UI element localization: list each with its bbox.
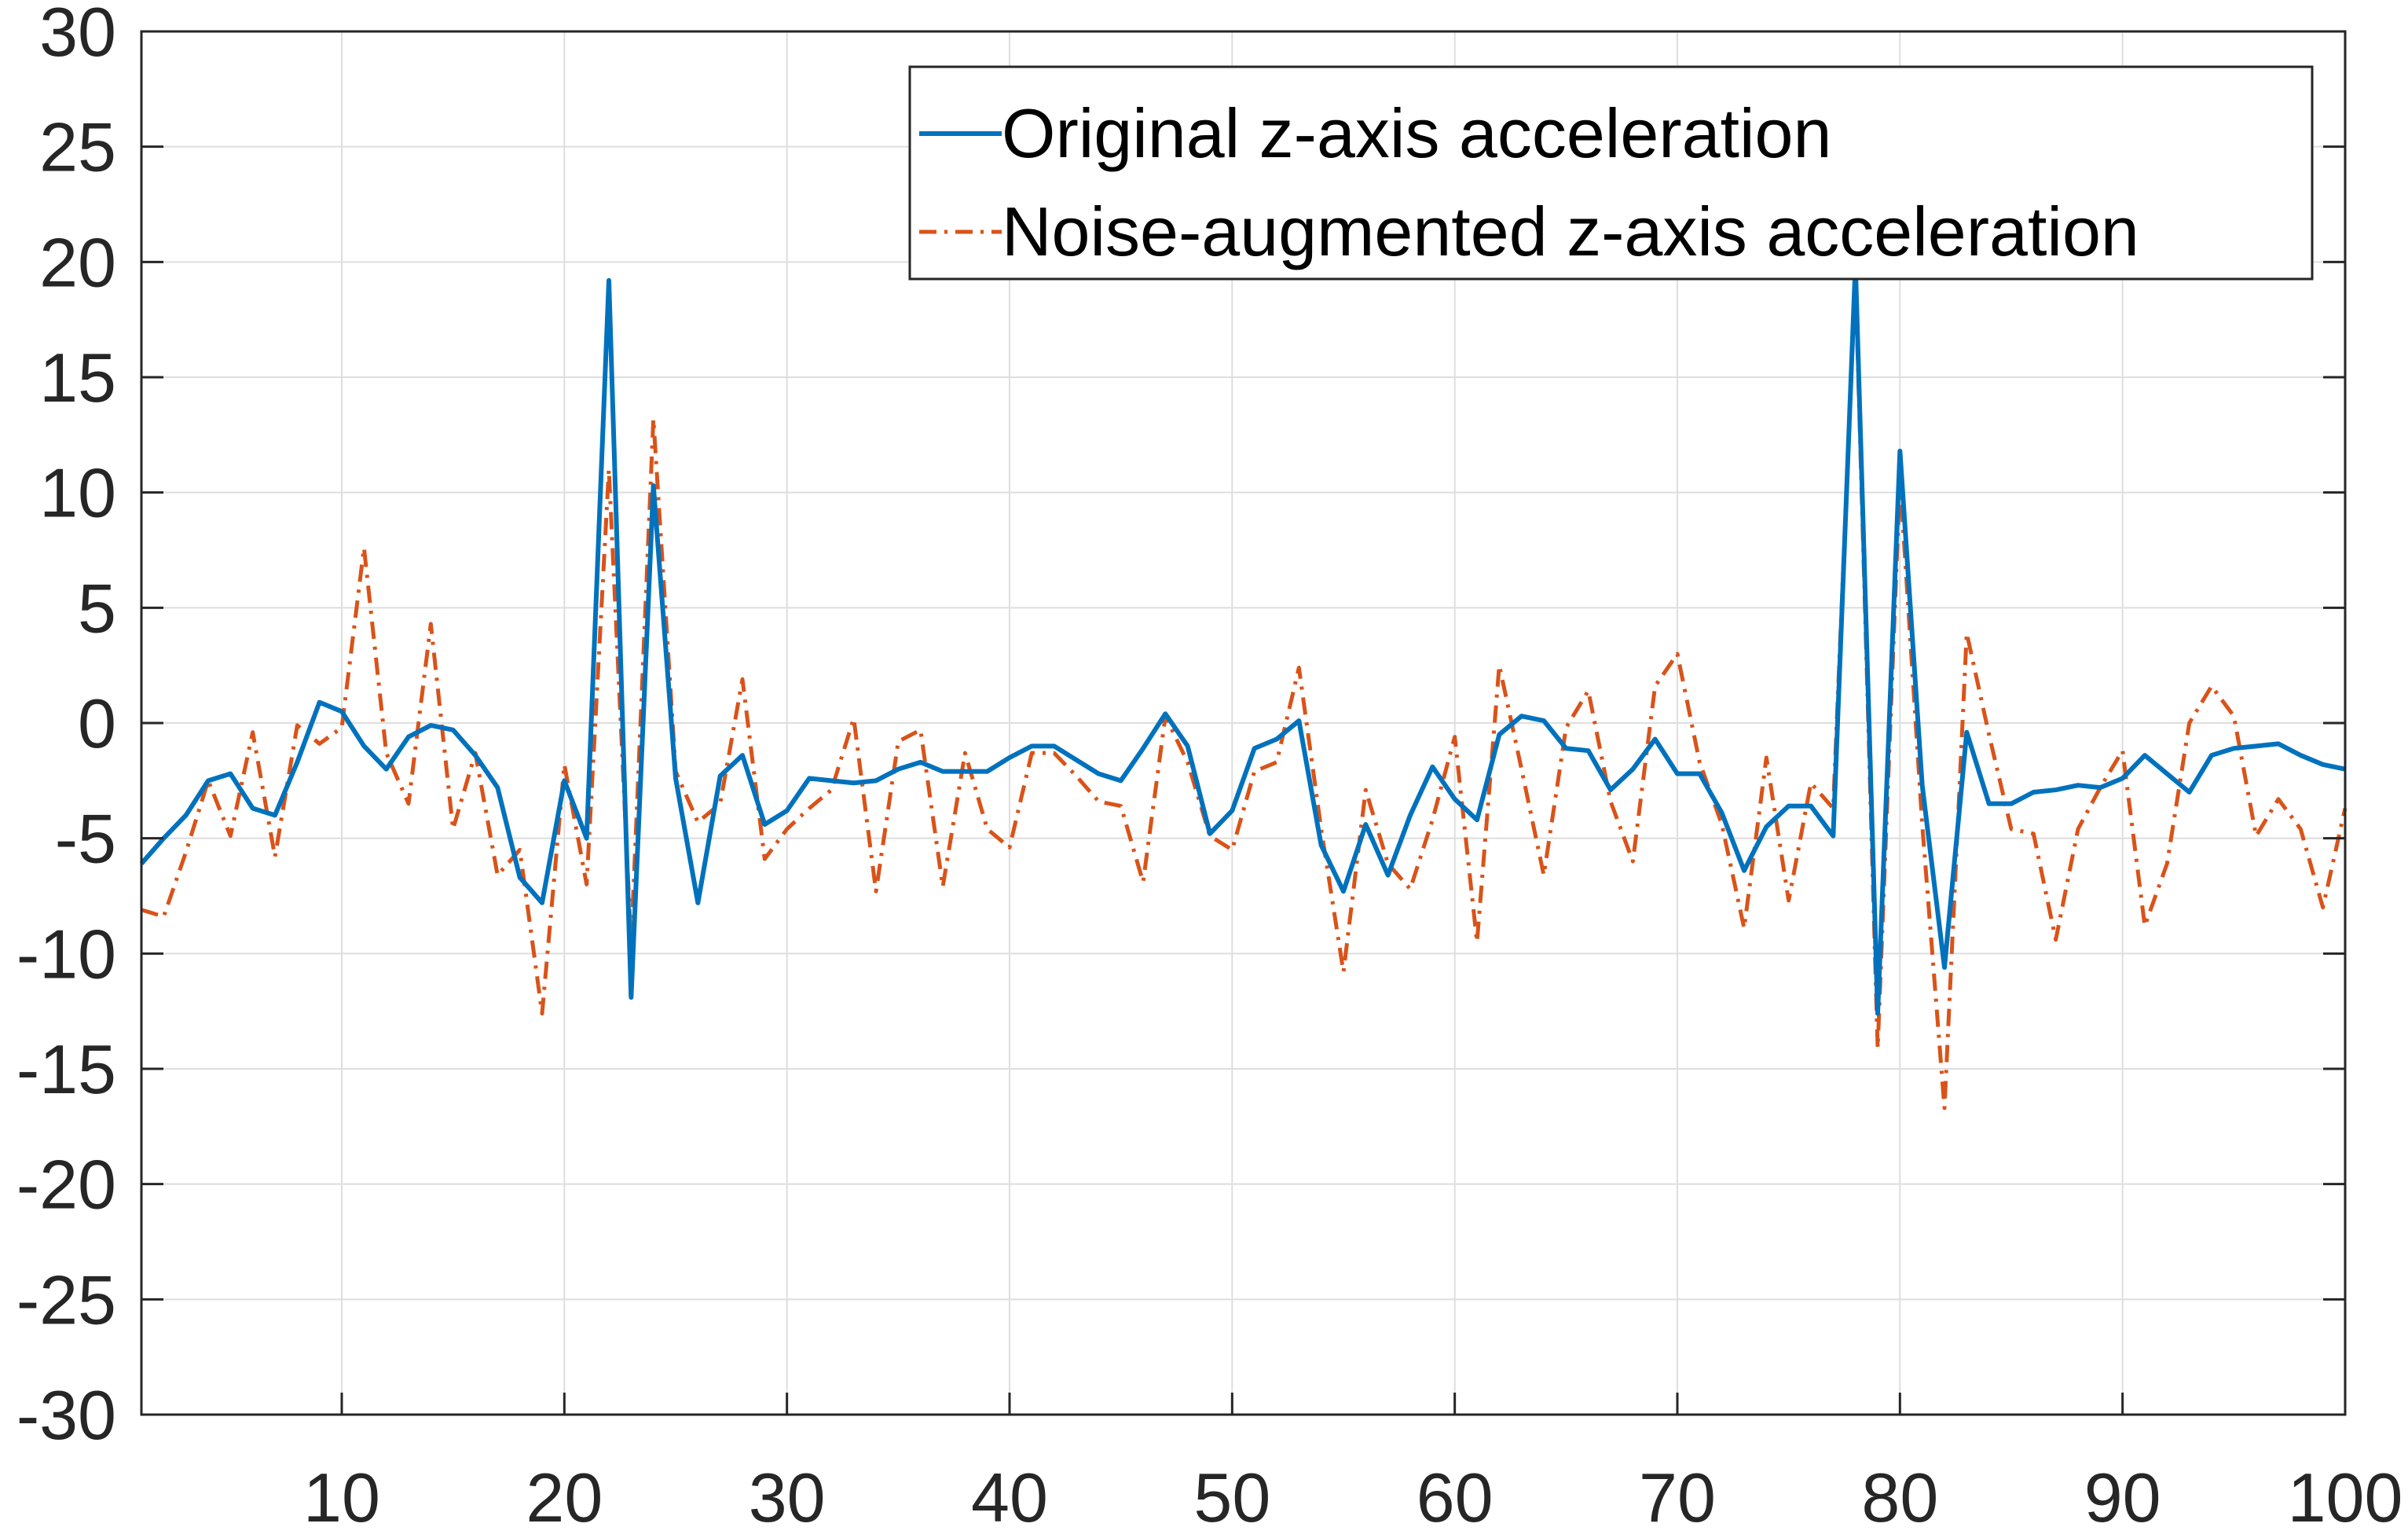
legend-box — [908, 65, 2314, 281]
y-tick-label: -30 — [16, 1376, 116, 1454]
y-tick-label: 20 — [39, 223, 116, 301]
x-tick-label: 90 — [2084, 1459, 2161, 1536]
x-tick-label: 80 — [1861, 1459, 1938, 1536]
series-original-line — [139, 262, 2346, 1016]
y-axis-ticks: 30 25 20 15 10 5 0 -5 -10 -15 -20 -25 -30 — [16, 0, 2345, 1454]
y-tick-label: -25 — [16, 1261, 116, 1338]
y-tick-label: -15 — [16, 1030, 116, 1108]
y-tick-label: -20 — [16, 1146, 116, 1224]
y-tick-label: 10 — [39, 454, 116, 532]
y-tick-label: -5 — [55, 800, 116, 878]
legend-label-original: Original z-axis acceleration — [1002, 94, 1831, 172]
x-tick-label: 60 — [1417, 1459, 1494, 1536]
y-tick-label: 15 — [39, 339, 116, 417]
y-tick-label: -10 — [16, 915, 116, 993]
x-axis-ticks: 10 20 30 40 50 60 70 80 90 100 — [303, 1393, 2403, 1536]
x-tick-label: 40 — [971, 1459, 1048, 1536]
y-tick-label: 30 — [39, 0, 116, 71]
x-tick-label: 100 — [2288, 1459, 2403, 1536]
y-tick-label: 5 — [78, 569, 116, 647]
series-layer — [139, 262, 2348, 1110]
legend: Original z-axis acceleration Noise-augme… — [908, 65, 2314, 281]
y-tick-label: 0 — [78, 685, 116, 762]
series-noise-augmented-line — [141, 276, 2348, 1110]
x-tick-label: 50 — [1193, 1459, 1270, 1536]
legend-label-noise-augmented: Noise-augmented z-axis acceleration — [1002, 193, 2139, 270]
x-tick-label: 30 — [749, 1459, 826, 1536]
x-tick-label: 10 — [303, 1459, 380, 1536]
x-tick-label: 70 — [1639, 1459, 1716, 1536]
y-tick-label: 25 — [39, 108, 116, 186]
x-tick-label: 20 — [526, 1459, 603, 1536]
